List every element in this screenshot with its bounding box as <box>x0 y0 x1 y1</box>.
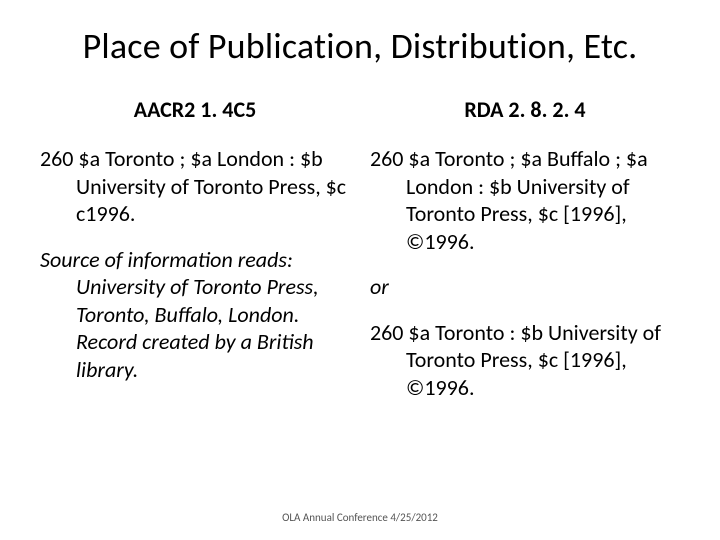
right-heading: RDA 2. 8. 2. 4 <box>370 96 680 123</box>
right-column: RDA 2. 8. 2. 4 260 $a Toronto ; $a Buffa… <box>370 96 680 419</box>
left-entry: 260 $a Toronto ; $a London : $b Universi… <box>40 145 350 228</box>
slide: Place of Publication, Distribution, Etc.… <box>0 0 720 540</box>
right-entry-2: 260 $a Toronto : $b University of Toront… <box>370 319 680 402</box>
left-heading: AACR2 1. 4C5 <box>40 96 350 123</box>
slide-title: Place of Publication, Distribution, Etc. <box>40 24 680 68</box>
left-column: AACR2 1. 4C5 260 $a Toronto ; $a London … <box>40 96 350 419</box>
source-label: Source of information reads: <box>40 246 293 273</box>
source-text: University of Toronto Press, Toronto, Bu… <box>76 273 319 383</box>
slide-footer: OLA Annual Conference 4/25/2012 <box>0 511 720 524</box>
right-entry-1: 260 $a Toronto ; $a Buffalo ; $a London … <box>370 145 680 255</box>
or-separator: or <box>370 273 680 301</box>
left-source: Source of information reads: University … <box>40 246 350 384</box>
columns-wrapper: AACR2 1. 4C5 260 $a Toronto ; $a London … <box>40 96 680 419</box>
